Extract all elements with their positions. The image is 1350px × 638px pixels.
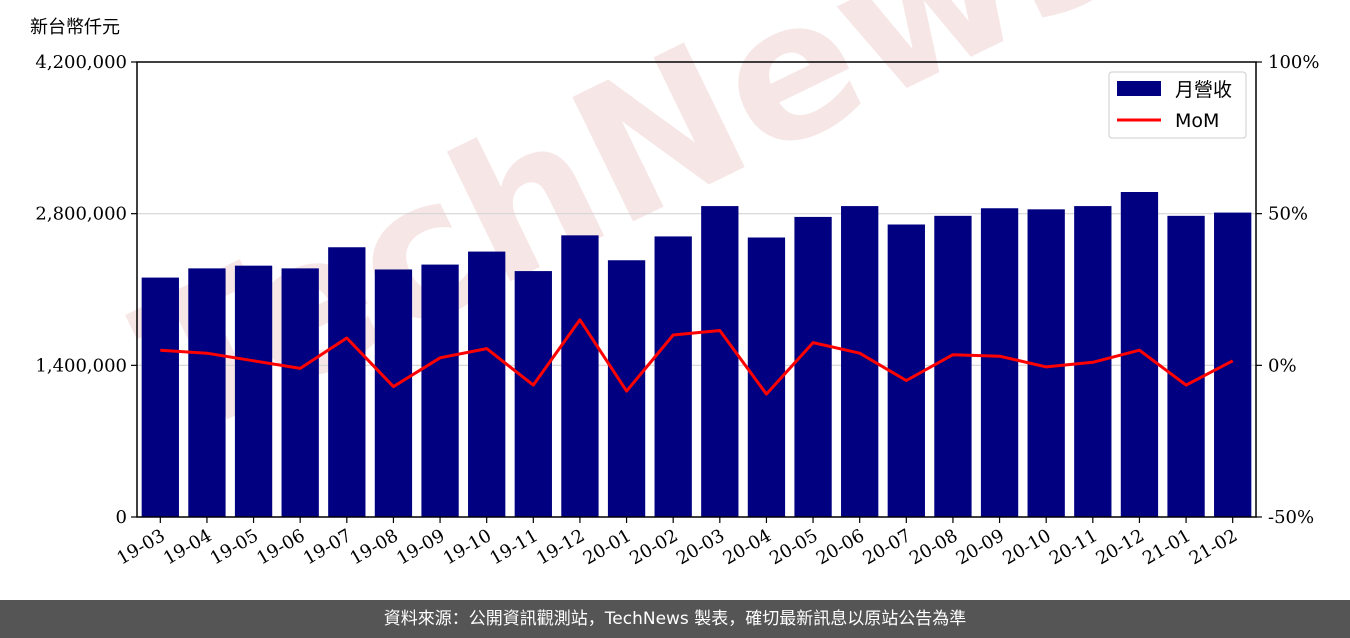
y-right-tick-label: -50% <box>1268 507 1314 528</box>
x-tick-label: 20-03 <box>673 525 728 569</box>
bar <box>328 247 366 517</box>
bar <box>421 264 459 517</box>
y-tick-label: 0 <box>116 507 127 528</box>
source-footer: 資料來源：公開資訊觀測站，TechNews 製表，確切最新訊息以原站公告為準 <box>0 600 1350 638</box>
x-tick-label: 20-09 <box>953 525 1008 569</box>
x-tick-label: 20-04 <box>719 525 774 569</box>
x-tick-label: 19-05 <box>207 525 262 569</box>
legend-swatch-bar <box>1117 81 1161 96</box>
x-tick-label: 19-12 <box>533 525 588 569</box>
x-tick-label: 19-09 <box>393 525 448 569</box>
y-right-tick-label: 50% <box>1268 204 1308 225</box>
plot-frame <box>136 61 1257 518</box>
bar <box>1214 212 1252 518</box>
x-tick-label: 20-08 <box>906 525 961 569</box>
bar <box>374 269 413 517</box>
x-tick-label: 19-10 <box>440 525 495 569</box>
x-tick-label: 19-04 <box>160 525 215 569</box>
bar <box>701 206 739 518</box>
bar <box>561 235 599 518</box>
bar <box>934 215 972 518</box>
mom-line <box>160 318 1234 396</box>
chart-container: TechNews 0 1,400,000 2,800,000 4,200,000 -50%… <box>30 0 1319 569</box>
y-right-tick-label: 100% <box>1268 52 1319 73</box>
bar <box>141 277 179 517</box>
bar <box>514 271 552 517</box>
y-axis-unit-label: 新台幣仟元 <box>30 17 120 38</box>
bar <box>887 224 925 517</box>
y-tick-label: 2,800,000 <box>35 204 127 225</box>
legend-label-revenue: 月營收 <box>1175 79 1232 101</box>
x-tick-label: 20-06 <box>813 525 868 569</box>
x-tick-label: 20-07 <box>859 525 914 569</box>
bar <box>234 265 273 517</box>
bar <box>281 268 319 517</box>
x-tick-label: 20-10 <box>999 525 1054 569</box>
legend-label-mom: MoM <box>1175 110 1219 132</box>
x-tick-label: 20-12 <box>1092 525 1147 569</box>
x-tick-label: 20-11 <box>1046 525 1101 569</box>
bar <box>188 268 226 517</box>
x-tick-label: 21-02 <box>1186 525 1241 569</box>
y-tick-label: 1,400,000 <box>35 355 127 376</box>
bar <box>1167 215 1205 518</box>
revenue-chart: TechNews01,400,0002,800,0004,200,000-50%… <box>30 0 1319 569</box>
bar <box>794 216 832 517</box>
x-tick-label: 21-01 <box>1139 525 1194 569</box>
x-tick-label: 20-02 <box>626 525 681 569</box>
x-tick-label: 19-08 <box>346 525 401 569</box>
x-tick-label: 19-11 <box>486 525 541 569</box>
y-tick-label: 4,200,000 <box>35 52 127 73</box>
bar <box>654 236 692 517</box>
x-tick-label: 19-06 <box>253 525 308 569</box>
x-tick-label: 19-03 <box>113 525 168 569</box>
bar <box>980 208 1019 517</box>
bar <box>468 251 506 518</box>
x-tick-label: 19-07 <box>300 525 355 569</box>
x-tick-label: 20-01 <box>580 525 635 569</box>
y-right-tick-label: 0% <box>1268 355 1297 376</box>
x-tick-label: 20-05 <box>766 525 821 569</box>
